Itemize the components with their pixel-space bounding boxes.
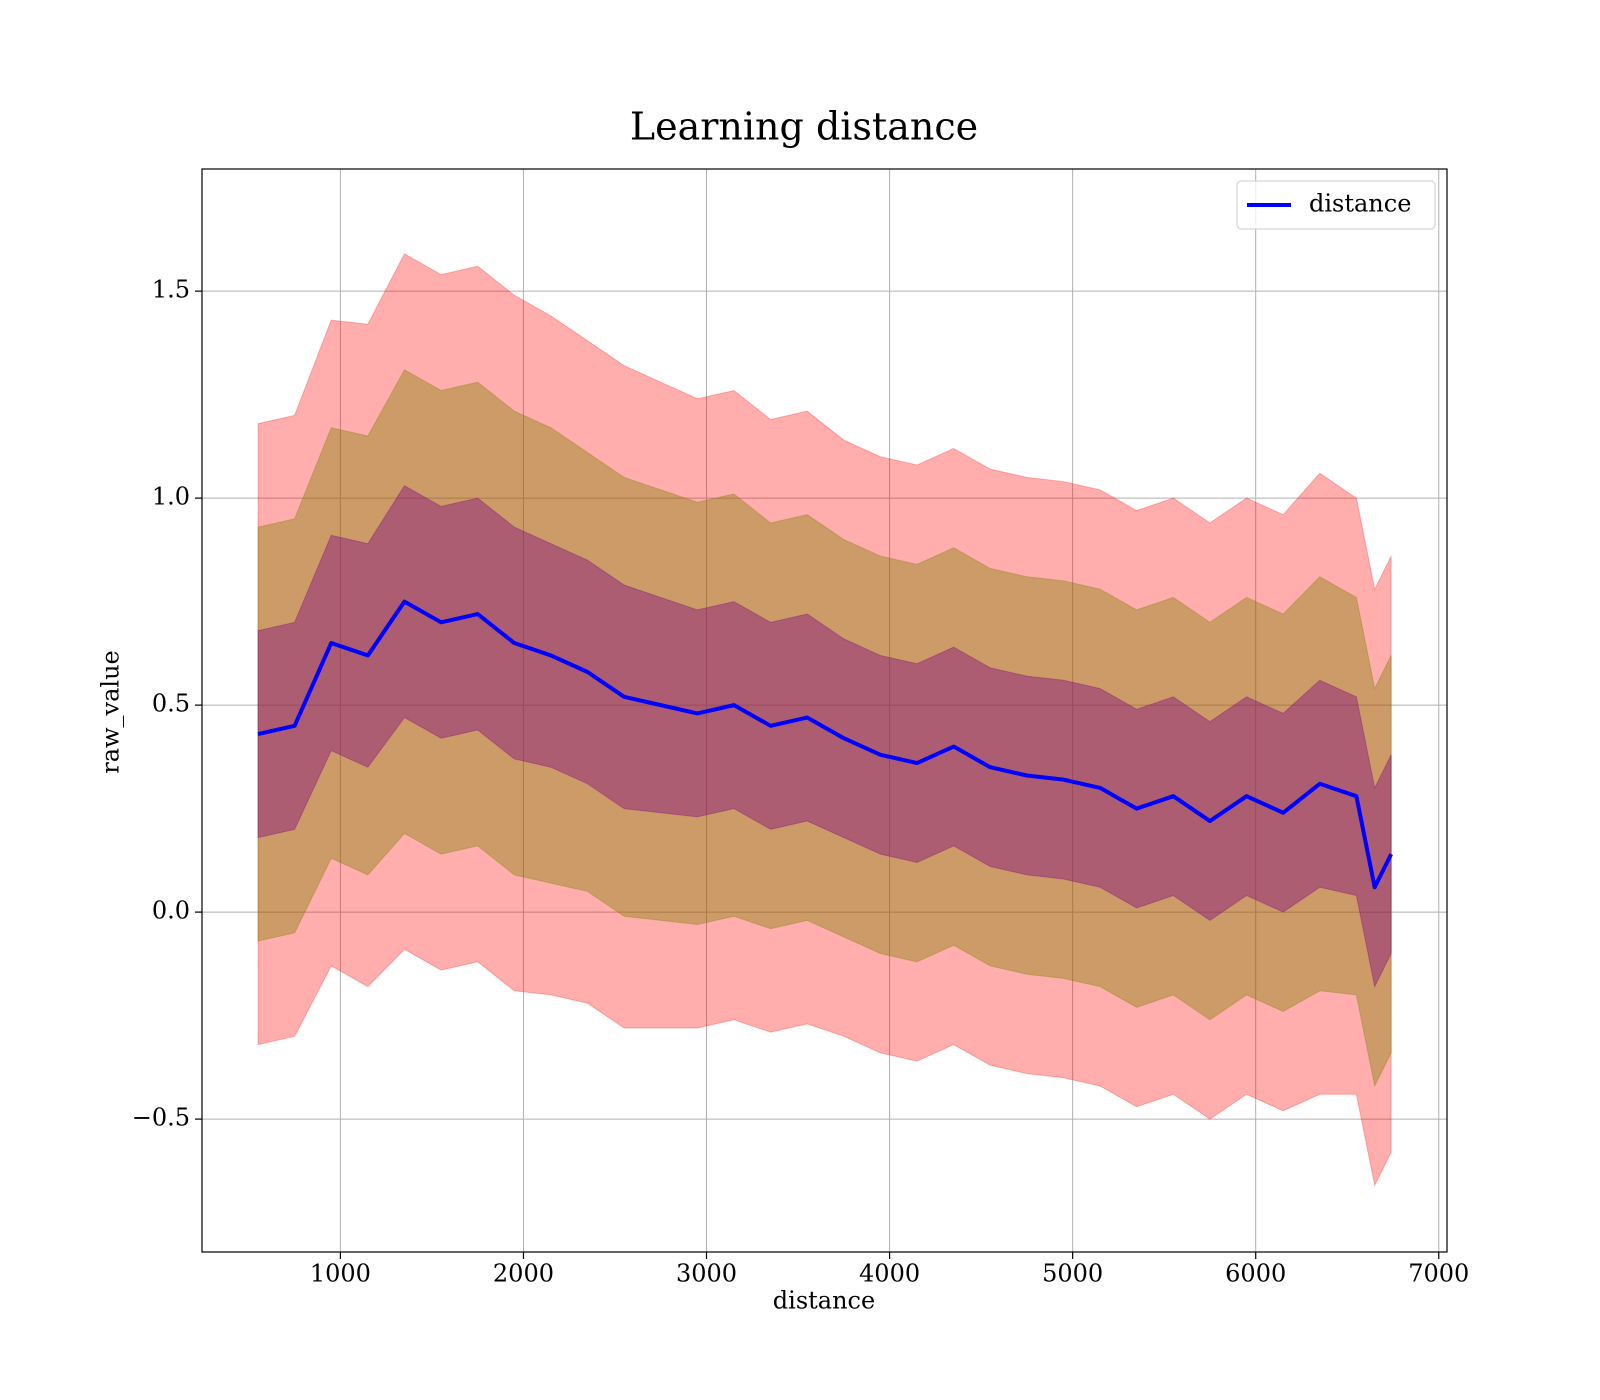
band [257,253,1392,1187]
legend-box [1236,180,1436,230]
x-axis-label: distance [773,1287,875,1315]
y-tick-label: 0.0 [152,897,190,925]
x-tick-label: 4000 [859,1260,920,1288]
chart-title: Learning distance [630,105,978,149]
legend-label: distance [1309,190,1411,218]
y-tick-label: −0.5 [132,1104,190,1132]
band [257,485,1392,989]
y-axis-label: raw_value [97,650,125,774]
x-tick-label: 2000 [493,1260,554,1288]
x-tick-label: 1000 [310,1260,371,1288]
x-tick-label: 5000 [1042,1260,1103,1288]
y-tick-label: 1.0 [152,483,190,511]
x-tick-label: 3000 [676,1260,737,1288]
y-tick-label: 1.5 [152,276,190,304]
y-tick-label: 0.5 [152,690,190,718]
line [257,599,1393,890]
x-tick-label: 6000 [1225,1260,1286,1288]
axes-frame [201,168,1448,1253]
x-tick-label: 7000 [1408,1260,1469,1288]
